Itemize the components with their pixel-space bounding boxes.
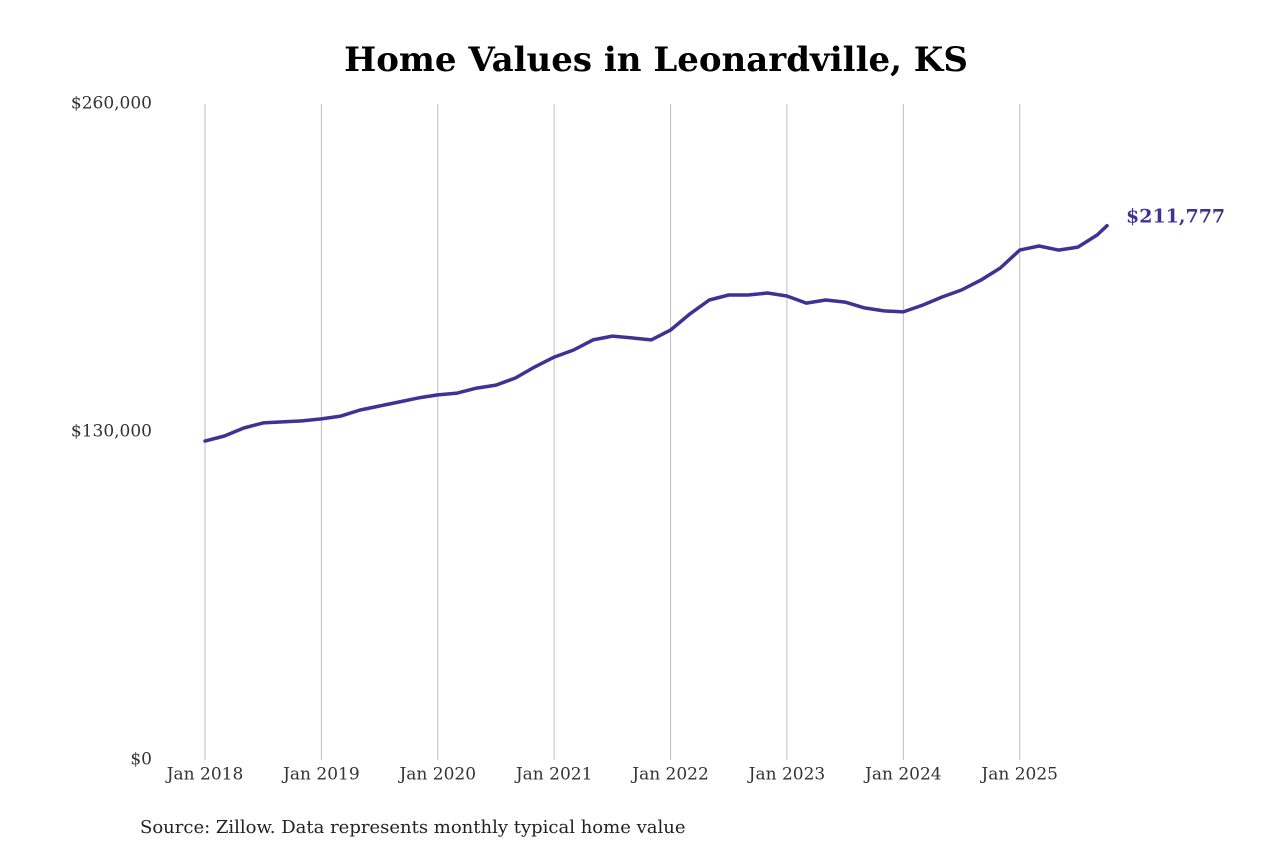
x-tick-label: Jan 2024 [863,765,942,785]
line [203,223,1109,443]
source-note: Source: Zillow. Data represents monthly … [140,817,686,838]
y-tick-label: $260,000 [71,94,152,114]
x-tick-label: Jan 2023 [747,765,826,785]
chart-title: Home Values in Leonardville, KS [344,40,968,80]
x-tick-label: Jan 2022 [630,765,709,785]
x-tick-label: Jan 2020 [397,765,476,785]
x-tick-label: Jan 2019 [281,765,360,785]
x-tick-label: Jan 2018 [165,765,244,785]
y-tick-label: $130,000 [71,422,152,442]
x-tick-label: Jan 2025 [979,765,1058,785]
x-tick-label: Jan 2021 [514,765,593,785]
y-tick-label: $0 [130,750,152,770]
data-label: $211,777 [1126,206,1225,228]
